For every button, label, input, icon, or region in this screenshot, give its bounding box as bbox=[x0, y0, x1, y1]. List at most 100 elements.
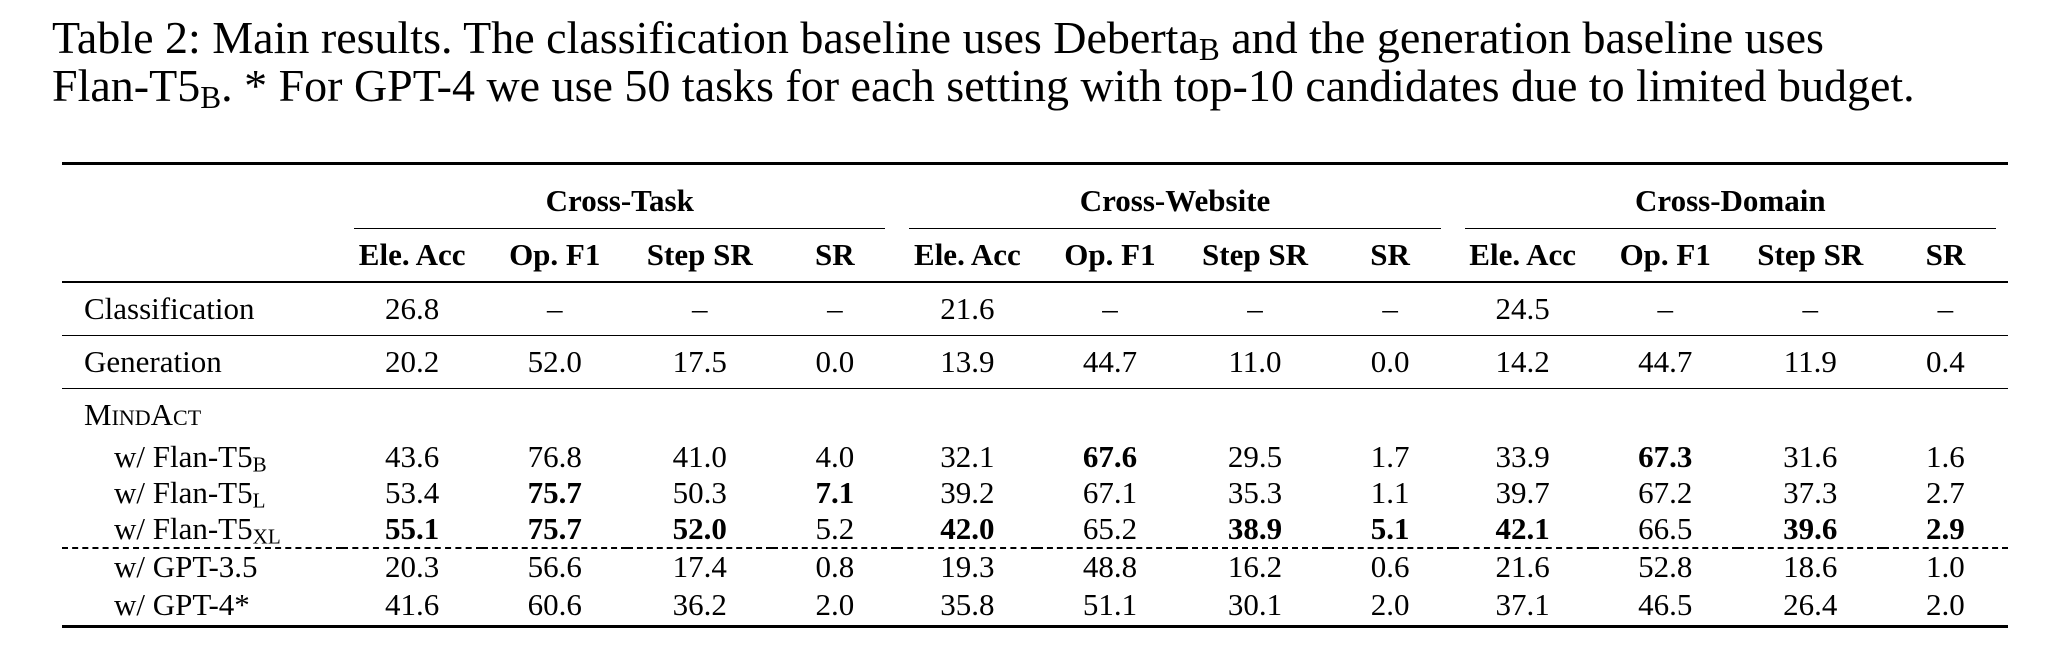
table-cell: – bbox=[1327, 282, 1453, 336]
table-cell: 0.0 bbox=[1327, 335, 1453, 389]
table-cell: 55.1 bbox=[342, 511, 483, 549]
row-label: w/ Flan-T5L bbox=[114, 475, 266, 513]
table-cell: 67.3 bbox=[1638, 439, 1693, 474]
column-header: SR bbox=[772, 229, 898, 283]
table-cell: 13.9 bbox=[897, 335, 1038, 389]
results-table-wrapper: Cross-Task Cross-Website Cross-Domain El… bbox=[62, 162, 2008, 628]
table-cell: 32.1 bbox=[940, 439, 995, 474]
table-cell: 21.6 bbox=[1495, 549, 1550, 584]
table-cell: 48.8 bbox=[1082, 549, 1138, 584]
table-cell: 7.1 bbox=[815, 475, 855, 510]
table-cell: 50.3 bbox=[672, 475, 727, 510]
table-cell: 2.9 bbox=[1882, 511, 2008, 549]
table-cell: 21.6 bbox=[897, 282, 1038, 336]
table-cell: 36.2 bbox=[627, 585, 773, 628]
table-cell: 5.2 bbox=[772, 511, 898, 549]
table-cell: 11.0 bbox=[1182, 335, 1328, 389]
column-header: Op. F1 bbox=[1592, 229, 1738, 283]
table-cell: – bbox=[1182, 282, 1328, 336]
table-cell: 1.1 bbox=[1370, 475, 1410, 510]
caption-text: Flan-T5 bbox=[52, 60, 201, 111]
table-cell: 24.5 bbox=[1452, 282, 1593, 336]
row-label: w/ Flan-T5B bbox=[114, 439, 267, 477]
table-cell: 37.1 bbox=[1452, 585, 1593, 628]
group-header-cross-website: Cross-Website bbox=[897, 162, 1453, 229]
table-cell: 33.9 bbox=[1495, 439, 1550, 474]
table-cell: 1.6 bbox=[1926, 439, 1965, 474]
table-cell: 37.3 bbox=[1783, 475, 1838, 510]
row-label: Classification bbox=[62, 282, 343, 336]
table-cell: 75.7 bbox=[482, 511, 628, 549]
table-cell: 18.6 bbox=[1783, 549, 1838, 584]
table-cell: – bbox=[1882, 282, 2008, 336]
table-cell: 35.8 bbox=[897, 585, 1038, 628]
row-label: w/ GPT-4* bbox=[62, 585, 343, 628]
caption-text: and the generation baseline uses bbox=[1219, 12, 1824, 63]
table-cell: 0.6 bbox=[1370, 549, 1410, 584]
table-cell: 2.0 bbox=[1882, 585, 2008, 628]
table-cell: 67.2 bbox=[1638, 475, 1693, 510]
table-cell: 53.4 bbox=[385, 475, 440, 510]
table-cell: 75.7 bbox=[527, 475, 582, 510]
empty-header-cell bbox=[62, 229, 343, 283]
table-cell: 17.4 bbox=[672, 549, 727, 584]
results-table: Cross-Task Cross-Website Cross-Domain El… bbox=[62, 162, 2008, 628]
table-cell: 17.5 bbox=[627, 335, 773, 389]
table-cell: – bbox=[772, 282, 898, 336]
group-header-cross-domain: Cross-Domain bbox=[1452, 162, 2008, 229]
table-cell: 44.7 bbox=[1037, 335, 1183, 389]
table-cell: 52.8 bbox=[1638, 549, 1693, 584]
table-cell: 42.1 bbox=[1452, 511, 1593, 549]
table-cell: 51.1 bbox=[1037, 585, 1183, 628]
caption-subscript: B bbox=[200, 79, 222, 115]
column-header: Op. F1 bbox=[1037, 229, 1183, 283]
caption-text: Table 2: Main results. The classificatio… bbox=[52, 12, 1199, 63]
column-header: Ele. Acc bbox=[897, 229, 1038, 283]
section-label-mindact: MindAct bbox=[84, 397, 202, 432]
table-row-classification: Classification 26.8– – –21.6– – –24.5– – – bbox=[62, 282, 2008, 336]
table-cell: 14.2 bbox=[1452, 335, 1593, 389]
caption-line-2: Flan-T5B. * For GPT-4 we use 50 tasks fo… bbox=[52, 60, 2032, 114]
row-label: w/ GPT-3.5 bbox=[114, 549, 258, 584]
caption-text: . * For GPT-4 we use 50 tasks for each s… bbox=[221, 60, 1915, 111]
empty-header-cell bbox=[62, 162, 343, 229]
column-header: Step SR bbox=[627, 229, 773, 283]
table-cell: 39.2 bbox=[940, 475, 995, 510]
column-header: SR bbox=[1882, 229, 2008, 283]
table-cell: 43.6 bbox=[385, 439, 440, 474]
table-row-generation: Generation 20.2 52.0 17.5 0.0 13.9 44.7 11.0 0.… bbox=[62, 335, 2008, 389]
table-cell: 60.6 bbox=[482, 585, 628, 628]
table-cell: 41.6 bbox=[342, 585, 483, 628]
column-header: SR bbox=[1327, 229, 1453, 283]
table-cell: 0.8 bbox=[815, 549, 855, 584]
group-header-row: Cross-Task Cross-Website Cross-Domain bbox=[62, 162, 2008, 229]
section-header-row-mindact: MindAct bbox=[62, 389, 2008, 436]
table-cell: 38.9 bbox=[1182, 511, 1328, 549]
table-cell: 52.0 bbox=[482, 335, 628, 389]
table-cell: 41.0 bbox=[672, 439, 727, 474]
table-cell: 39.6 bbox=[1737, 511, 1883, 549]
column-header: Ele. Acc bbox=[1452, 229, 1593, 283]
table-cell: 56.6 bbox=[527, 549, 582, 584]
column-header: Step SR bbox=[1182, 229, 1328, 283]
row-label: w/ Flan-T5XL bbox=[62, 511, 343, 549]
table-cell: 31.6 bbox=[1783, 439, 1838, 474]
caption-line-1: Table 2: Main results. The classificatio… bbox=[52, 12, 2032, 66]
column-header: Ele. Acc bbox=[342, 229, 483, 283]
table-cell: 26.4 bbox=[1737, 585, 1883, 628]
table-cell: 4.0 bbox=[815, 439, 855, 474]
column-header: Step SR bbox=[1737, 229, 1883, 283]
row-label: Generation bbox=[62, 335, 343, 389]
table-cell: 19.3 bbox=[940, 549, 995, 584]
table-cell: 5.1 bbox=[1327, 511, 1453, 549]
table-cell: 2.0 bbox=[772, 585, 898, 628]
table-cell: 1.0 bbox=[1926, 549, 1965, 584]
table-row-gpt-4: w/ GPT-4* 41.6 60.6 36.2 2.0 35.8 51.1 30.1 2.0… bbox=[62, 585, 2008, 628]
table-cell: 65.2 bbox=[1037, 511, 1183, 549]
table-cell: – bbox=[627, 282, 773, 336]
table-cell: 30.1 bbox=[1182, 585, 1328, 628]
table-cell: 16.2 bbox=[1227, 549, 1283, 584]
table-cell: 0.0 bbox=[772, 335, 898, 389]
table-row-flan-t5-l: w/ Flan-T5L 53.4 75.7 50.3 7.1 39.2 67.1 35.3 1… bbox=[62, 475, 2008, 511]
column-header: Op. F1 bbox=[482, 229, 628, 283]
